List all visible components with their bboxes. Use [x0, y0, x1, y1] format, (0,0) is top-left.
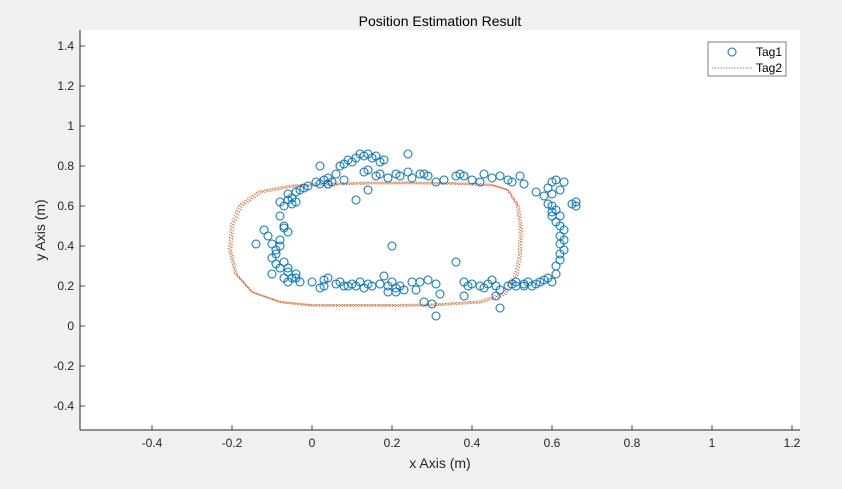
tag1-point — [423, 275, 433, 285]
tag1-point — [431, 279, 441, 289]
tag1-point — [495, 303, 505, 313]
tag1-point — [479, 169, 489, 179]
tag1-point — [487, 173, 497, 183]
tag1-point — [571, 197, 581, 207]
tag1-point — [271, 249, 281, 259]
tag1-point — [419, 169, 429, 179]
tag1-point — [411, 285, 421, 295]
tag1-point — [571, 201, 581, 211]
tag1-point — [451, 171, 461, 181]
tag1-point — [547, 277, 557, 287]
tag1-point — [515, 171, 525, 181]
y-tick-label: 0 — [67, 319, 74, 333]
y-tick-label: 1.2 — [57, 79, 74, 93]
x-axis-label: x Axis (m) — [409, 455, 470, 471]
x-tick-label: 0.8 — [624, 436, 641, 450]
plot-area — [80, 30, 800, 430]
tag1-point — [371, 171, 381, 181]
tag1-point — [459, 291, 469, 301]
tag1-point — [543, 199, 553, 209]
y-tick-label: 0.8 — [57, 159, 74, 173]
chart-title: Position Estimation Result — [359, 13, 522, 29]
tag1-point — [283, 263, 293, 273]
tag1-point — [315, 161, 325, 171]
y-tick-label: 1 — [67, 119, 74, 133]
tag1-point — [251, 239, 261, 249]
tag1-point — [503, 175, 513, 185]
y-tick-label: -0.4 — [53, 399, 74, 413]
x-tick-label: -0.4 — [142, 436, 163, 450]
tag1-point — [511, 277, 521, 287]
tag1-point — [383, 287, 393, 297]
legend: Tag1 Tag2 — [707, 41, 787, 77]
axis-ticks: -0.4 -0.2 0 0.2 0.4 0.6 0.8 1 1.2 -0.4 -0.2 0 0.2 0.4… — [53, 39, 800, 450]
tag1-point — [323, 179, 333, 189]
tag1-point — [295, 277, 305, 287]
y-tick-label: 0.6 — [57, 199, 74, 213]
legend-box — [707, 41, 787, 77]
tag1-point — [547, 207, 557, 217]
legend-tag2-label: Tag2 — [756, 61, 782, 75]
x-tick-label: 1 — [709, 436, 716, 450]
tag1-point — [427, 299, 437, 309]
tag1-point — [555, 211, 565, 221]
tag1-point — [363, 185, 373, 195]
tag1-point — [287, 273, 297, 283]
x-tick-label: 1.2 — [784, 436, 801, 450]
tag1-point — [275, 235, 285, 245]
tag1-point — [351, 195, 361, 205]
tag1-point — [555, 255, 565, 265]
tag1-point — [519, 179, 529, 189]
tag1-point — [279, 221, 289, 231]
tag1-point — [263, 231, 273, 241]
tag1-point — [555, 185, 565, 195]
tag1-point — [383, 173, 393, 183]
tag1-point — [431, 177, 441, 187]
tag1-point — [491, 291, 501, 301]
tag1-point — [291, 197, 301, 207]
y-tick-label: 0.2 — [57, 279, 74, 293]
tag1-point — [303, 181, 313, 191]
tag1-point — [343, 281, 353, 291]
y-tick-label: 0.4 — [57, 239, 74, 253]
tag1-point — [379, 155, 389, 165]
tag1-point — [559, 177, 569, 187]
tag1-point — [339, 175, 349, 185]
tag1-point — [379, 271, 389, 281]
tag1-point — [387, 241, 397, 251]
tag1-point — [275, 241, 285, 251]
legend-tag1-label: Tag1 — [756, 45, 782, 59]
x-tick-label: 0.6 — [544, 436, 561, 450]
y-tick-label: 1.4 — [57, 39, 74, 53]
tag1-point — [415, 169, 425, 179]
x-tick-label: 0 — [309, 436, 316, 450]
x-tick-label: 0.2 — [384, 436, 401, 450]
y-axis-label: y Axis (m) — [32, 199, 48, 260]
tag1-point — [403, 149, 413, 159]
tag1-point — [403, 167, 413, 177]
tag1-point — [275, 211, 285, 221]
x-tick-label: -0.2 — [222, 436, 243, 450]
tag1-point — [391, 169, 401, 179]
tag1-point — [519, 281, 529, 291]
tag1-point — [323, 273, 333, 283]
tag1-point — [451, 257, 461, 267]
tag1-point — [331, 169, 341, 179]
tag1-point — [267, 269, 277, 279]
tag1-point — [431, 311, 441, 321]
tag1-point — [307, 277, 317, 287]
tag1-point — [467, 175, 477, 185]
tag1-point — [435, 289, 445, 299]
tag1-point — [315, 283, 325, 293]
legend-tag1-marker — [727, 47, 737, 57]
x-tick-label: 0.4 — [464, 436, 481, 450]
series-tag1 — [251, 149, 581, 321]
tag1-point — [359, 167, 369, 177]
y-tick-label: -0.2 — [53, 359, 74, 373]
tag1-point — [531, 187, 541, 197]
